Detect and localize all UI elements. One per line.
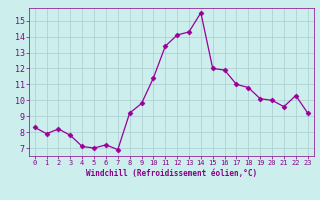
X-axis label: Windchill (Refroidissement éolien,°C): Windchill (Refroidissement éolien,°C) bbox=[86, 169, 257, 178]
